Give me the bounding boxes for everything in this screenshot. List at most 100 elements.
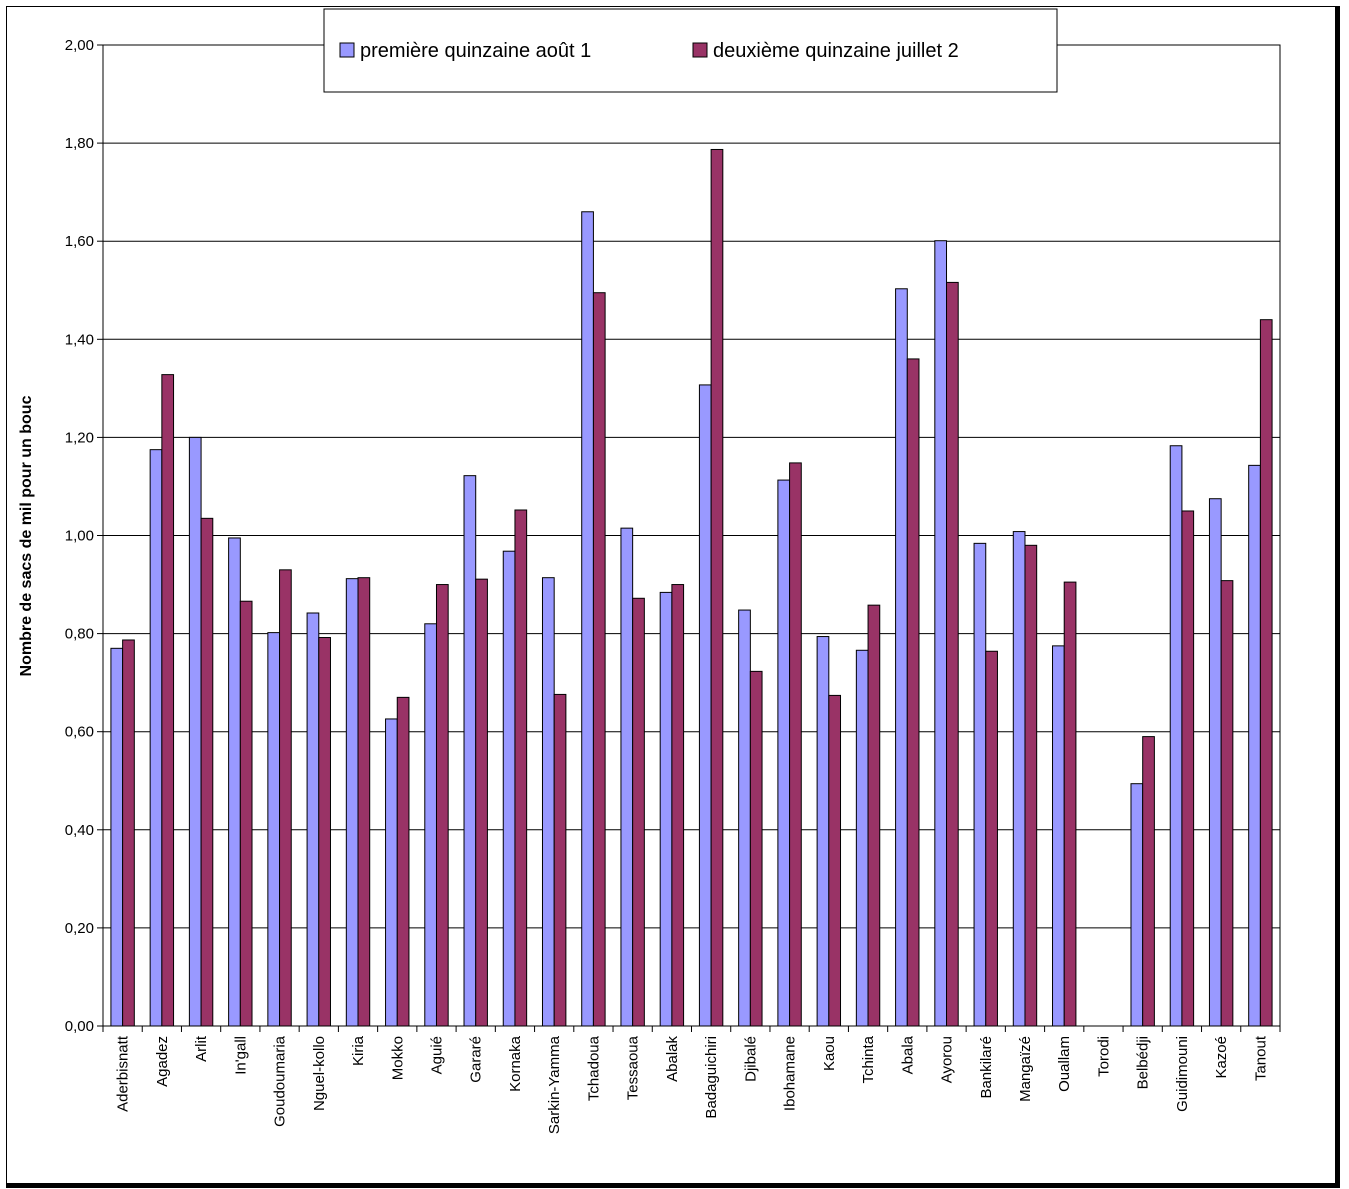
x-tick-label: Ibohamane	[782, 1036, 799, 1111]
x-tick-label: Tchadoua	[585, 1035, 602, 1101]
legend-label-1: première quinzaine août 1	[360, 40, 591, 62]
bar-series2	[867, 604, 881, 1027]
x-tick-label: Abala	[899, 1035, 916, 1074]
bar-series1	[541, 577, 555, 1027]
bar-series2	[906, 358, 920, 1027]
bar-series2	[592, 292, 606, 1027]
legend-swatch-2	[692, 42, 708, 58]
bar-series1	[855, 649, 869, 1027]
bar-series1	[816, 636, 830, 1027]
legend: première quinzaine août 1 deuxième quinza…	[323, 8, 1058, 93]
bar-series2	[396, 696, 410, 1027]
bar-series2	[1259, 319, 1273, 1027]
legend-swatch-1	[339, 42, 355, 58]
bar-series1	[188, 436, 202, 1027]
x-tick-label: Djibalé	[742, 1036, 759, 1082]
bar-series2	[985, 650, 998, 1027]
y-tick-label: 0,00	[65, 1018, 94, 1035]
x-tick-label: Ouallam	[1056, 1036, 1073, 1092]
bar-series1	[738, 609, 751, 1027]
x-tick-label: Aguié	[428, 1036, 445, 1074]
bar-series1	[306, 612, 320, 1027]
bar-series1	[973, 542, 987, 1027]
bar-series1	[698, 384, 712, 1027]
x-tick-label: Goudoumaria	[272, 1035, 289, 1127]
bar-series1	[502, 550, 516, 1027]
bar-series2	[632, 597, 645, 1027]
y-tick-label: 0,80	[65, 626, 94, 643]
bar-series1	[1130, 783, 1144, 1027]
bar-series1	[267, 632, 281, 1027]
bar-series1	[777, 479, 791, 1027]
bar-series1	[110, 647, 124, 1027]
x-tick-label: Ayorou	[939, 1036, 956, 1083]
x-tick-label: Arlit	[193, 1035, 210, 1062]
bar-series2	[1142, 736, 1155, 1027]
bar-series2	[357, 577, 371, 1027]
bar-series1	[463, 475, 477, 1027]
bar-series2	[828, 694, 842, 1027]
x-tick-label: Tanout	[1252, 1035, 1269, 1081]
bar-series2	[475, 578, 488, 1027]
x-tick-label: Bankilaré	[978, 1036, 995, 1099]
bar-series1	[895, 288, 908, 1027]
bars	[110, 148, 1273, 1027]
x-tick-label: Abalak	[664, 1036, 681, 1082]
y-tick-label: 1,60	[65, 233, 94, 250]
x-tick-label: Mangaïzé	[1017, 1036, 1034, 1102]
x-tick-label: Kiria	[350, 1035, 367, 1066]
x-tick-label: Badaguichiri	[703, 1036, 720, 1119]
bar-series1	[228, 537, 241, 1027]
y-tick-label: 1,40	[65, 331, 94, 348]
y-tick-label: 1,00	[65, 528, 94, 545]
bar-series2	[279, 569, 292, 1027]
bar-series2	[318, 637, 331, 1027]
bar-series1	[1248, 464, 1261, 1027]
bar-series2	[789, 462, 802, 1027]
bar-series2	[749, 670, 763, 1027]
bar-series2	[1024, 544, 1038, 1027]
bar-series1	[934, 240, 948, 1027]
bar-series1	[659, 591, 673, 1027]
bar-series2	[671, 584, 685, 1027]
bar-series2	[161, 374, 175, 1027]
x-tick-label: Tchinta	[860, 1035, 877, 1083]
x-tick-label: Kornaka	[507, 1035, 524, 1092]
x-tick-label: Kazoé	[1213, 1036, 1230, 1079]
x-tick-label: Tessaoua	[625, 1035, 642, 1100]
legend-box	[323, 8, 1058, 93]
x-tick-label: Torodi	[1095, 1036, 1112, 1077]
y-tick-label: 0,60	[65, 724, 94, 741]
x-tick-label: Belbédji	[1135, 1036, 1152, 1089]
y-tick-label: 0,20	[65, 920, 94, 937]
bar-series1	[1012, 531, 1026, 1027]
x-tick-label: Gararé	[468, 1036, 485, 1083]
x-tick-label: Aderbisnatt	[115, 1035, 132, 1112]
bar-series2	[514, 509, 528, 1027]
legend-label-2: deuxième quinzaine juillet 2	[713, 40, 959, 62]
bar-series1	[345, 578, 359, 1027]
y-axis: 0,00 0,20 0,40 0,60 0,80 1,00 1,20 1,40 1,60 1,80…	[65, 37, 103, 1035]
bar-series2	[1181, 510, 1195, 1027]
bar-series1	[424, 623, 437, 1027]
bar-series2	[1063, 581, 1077, 1027]
y-axis-label: Nombre de sacs de mil pour un bouc	[18, 395, 35, 676]
bar-series2	[710, 148, 724, 1027]
y-tick-label: 1,20	[65, 429, 94, 446]
bar-series1	[1169, 445, 1183, 1027]
x-tick-label: Kaou	[821, 1036, 838, 1071]
bar-series2	[122, 639, 135, 1027]
bar-series2	[200, 517, 214, 1027]
y-tick-label: 0,40	[65, 822, 94, 839]
bar-series1	[149, 449, 163, 1027]
x-tick-label: In'gall	[232, 1036, 249, 1075]
bar-series1	[581, 211, 594, 1027]
bar-series1	[620, 527, 634, 1027]
x-axis: Aderbisnatt Agadez Arlit In'gall Goudoumaria…	[102, 1026, 1281, 1134]
x-tick-label: Guidimouni	[1174, 1036, 1191, 1112]
y-tick-label: 1,80	[65, 135, 94, 152]
bar-series1	[1052, 645, 1065, 1027]
bar-series1	[1208, 498, 1222, 1027]
bar-series2	[1220, 580, 1234, 1027]
